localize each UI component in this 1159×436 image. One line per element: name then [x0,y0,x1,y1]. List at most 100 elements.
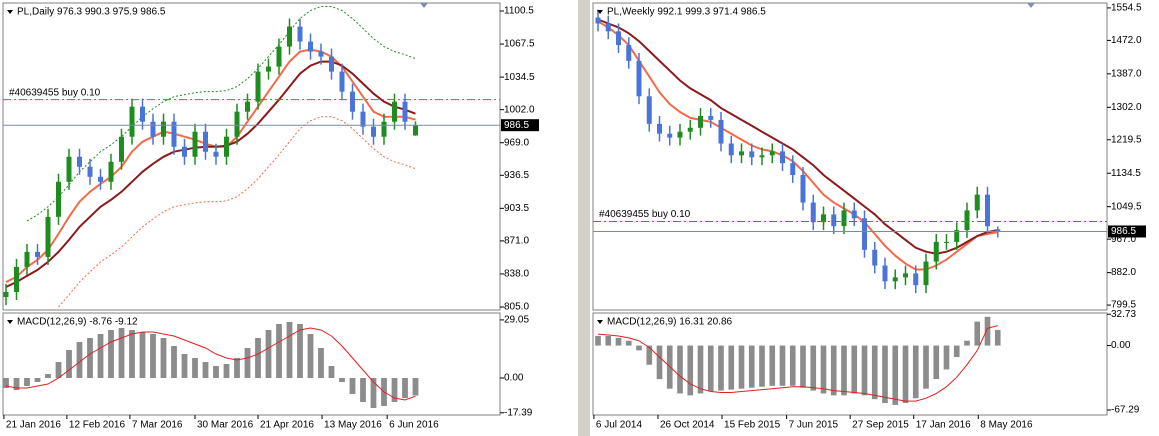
y-tick-label: 1387.0 [1111,68,1142,79]
y-tick-label: 1049.5 [1111,201,1142,212]
bar-body [402,101,408,122]
macd-bar [360,378,366,402]
macd-bar [181,354,188,378]
macd-bar [118,328,125,378]
bar-body [667,133,673,138]
macd-bar [605,335,612,346]
bar-body [245,101,250,112]
y-tick-label: 936.5 [504,170,529,181]
bar-body [150,121,156,137]
macd-bar [339,378,345,382]
macd-bar [150,334,156,378]
bar-body [234,111,240,137]
bar-body [297,26,303,42]
moving-line [597,18,998,255]
y-tick-label: 799.5 [1111,300,1136,311]
bar-body [790,163,796,175]
title-arrow [597,10,603,14]
macd-bar [76,342,83,378]
macd-bar [108,330,114,378]
bar-body [98,176,103,182]
order-label: #40639455 buy 0.10 [599,209,691,220]
bar-body [851,210,857,219]
bar-body [203,131,208,152]
bar-body [728,143,734,156]
x-tick-label: 7 Jun 2015 [789,420,839,431]
macd-bar [55,362,62,378]
y-tick-label: 32.73 [1111,309,1136,320]
x-tick-label: 27 Sep 2015 [852,420,909,431]
panel-title: PL,Weekly 992.1 999.3 971.4 986.5 [607,7,766,18]
signal-line [597,325,998,402]
macd-bar [97,334,104,378]
y-tick-label: -17.39 [504,407,533,418]
bar-body [646,96,652,124]
macd-bar [974,321,981,346]
bar-body [192,131,198,157]
bar-body [171,121,177,147]
bar-body [392,101,397,122]
bar-body [255,71,261,102]
macd-bar [234,358,240,378]
bar-body [66,156,72,182]
macd-bar [994,329,1001,346]
panel-frame [2,312,501,416]
macd-bar [34,378,41,382]
macd-bar [160,338,167,378]
bar-body [287,26,292,47]
macd-bar [276,324,282,378]
order-label: #40639455 buy 0.10 [9,87,101,98]
bar-body [276,46,282,67]
x-tick-label: 8 May 2016 [980,420,1033,431]
bar-body [739,151,744,156]
macd-bar [984,316,991,346]
macd-bar [738,345,745,389]
price-box [1108,225,1146,238]
y-tick-label: 1554.5 [1111,3,1142,14]
macd-bar [615,337,622,346]
macd-bar [192,358,198,378]
bar-body [698,115,703,128]
bar-body [687,127,693,132]
macd-bar [139,332,146,378]
bar-body [360,111,366,127]
moving-line [5,48,416,283]
price-box-label: 986.5 [1111,226,1136,237]
y-tick-label: 1472.0 [1111,35,1142,46]
macd-bar [286,322,293,378]
bar-body [24,251,30,267]
bar-body [718,119,724,144]
macd-bar [202,362,209,378]
bar-body [964,210,970,231]
shift-marker [420,3,428,8]
macd-bar [912,345,919,399]
macd-bar [244,348,251,378]
bar-body [45,216,51,257]
bar-body [182,146,187,157]
bar-body [605,23,611,32]
y-tick-label: 969.0 [504,137,529,148]
panel-frame [592,2,1108,311]
x-tick-label: 7 Mar 2016 [132,420,183,431]
price-box-label: 986.5 [504,120,529,131]
y-tick-label: 838.0 [504,269,529,280]
bar-body [308,41,313,52]
signal-line [5,327,416,401]
bar-body [224,136,229,157]
bar-body [318,51,324,57]
macd-bar [830,345,837,396]
macd-bar [66,350,72,378]
bar-body [903,273,908,278]
macd-bar [902,345,909,404]
macd-bar [964,340,970,346]
bar-body [872,249,878,266]
macd-bar [297,324,303,378]
bar-body [892,277,898,282]
moving-line [26,6,416,222]
macd-bar [707,345,714,392]
macd-bar [625,340,632,346]
bar-body [985,194,990,227]
bar-body [677,131,683,138]
macd-bar [318,348,324,378]
title-arrow [7,320,13,324]
